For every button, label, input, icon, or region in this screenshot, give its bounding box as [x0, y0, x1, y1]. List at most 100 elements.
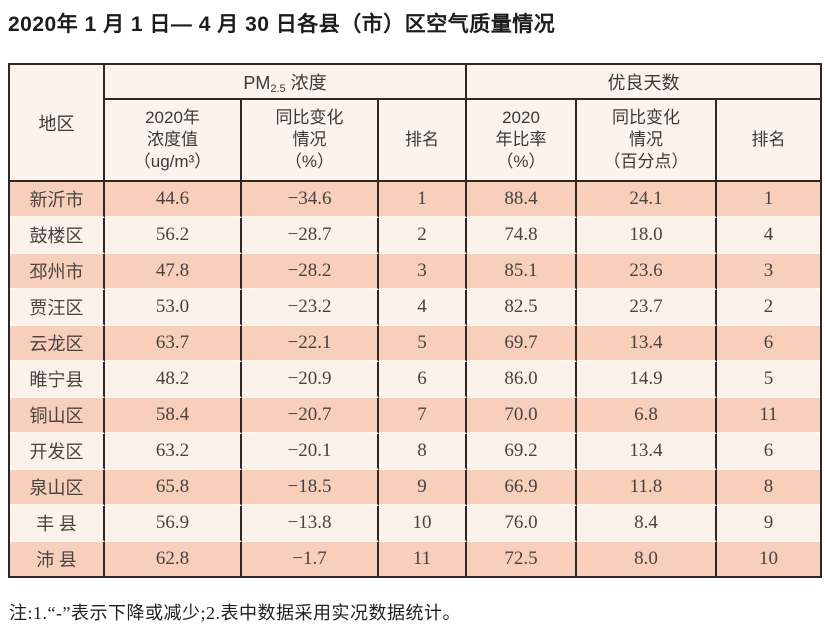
cell-pm-rank: 6	[379, 362, 467, 398]
footnote: 注:1.“-”表示下降或减少;2.表中数据采用实况数据统计。	[9, 603, 461, 623]
cell-region: 鼓楼区	[10, 218, 105, 254]
page-title: 2020年 1 月 1 日— 4 月 30 日各县（市）区空气质量情况	[8, 13, 556, 36]
cell-pm-change: −20.1	[242, 434, 379, 470]
cell-good-change: 14.9	[577, 362, 717, 398]
table-row: 铜山区 58.4 −20.7 7 70.0 6.8 11	[10, 398, 820, 434]
cell-good-ratio: 69.7	[467, 326, 577, 362]
cell-pm-rank: 8	[379, 434, 467, 470]
cell-good-change: 23.6	[577, 254, 717, 290]
cell-good-change: 13.4	[577, 326, 717, 362]
cell-pm-value: 47.8	[105, 254, 242, 290]
cell-good-rank: 3	[717, 254, 820, 290]
header-sub-row: 2020年 浓度值 （ug/m³） 同比变化 情况 （%） 排名 2020 年比…	[10, 100, 820, 182]
cell-good-change: 11.8	[577, 470, 717, 506]
table-header: 地区 PM2.5 浓度 优良天数 2020年 浓度值 （ug/m³） 同比变化 …	[10, 65, 820, 182]
cell-good-change: 13.4	[577, 434, 717, 470]
cell-good-ratio: 72.5	[467, 542, 577, 576]
cell-region: 云龙区	[10, 326, 105, 362]
cell-pm-change: −13.8	[242, 506, 379, 542]
cell-pm-change: −28.7	[242, 218, 379, 254]
cell-pm-rank: 11	[379, 542, 467, 576]
cell-pm-value: 44.6	[105, 182, 242, 218]
cell-good-rank: 6	[717, 434, 820, 470]
pm25-subscript: 2.5	[270, 82, 286, 95]
col-header-good-rank: 排名	[717, 100, 820, 182]
cell-pm-value: 63.2	[105, 434, 242, 470]
cell-pm-change: −28.2	[242, 254, 379, 290]
cell-region: 泉山区	[10, 470, 105, 506]
cell-good-change: 24.1	[577, 182, 717, 218]
table-row: 丰 县 56.9 −13.8 10 76.0 8.4 9	[10, 506, 820, 542]
cell-good-rank: 10	[717, 542, 820, 576]
cell-pm-value: 56.9	[105, 506, 242, 542]
cell-region: 丰 县	[10, 506, 105, 542]
cell-good-change: 8.0	[577, 542, 717, 576]
cell-pm-rank: 1	[379, 182, 467, 218]
cell-pm-value: 56.2	[105, 218, 242, 254]
col-header-pm-rank: 排名	[379, 100, 467, 182]
cell-pm-value: 48.2	[105, 362, 242, 398]
cell-good-ratio: 86.0	[467, 362, 577, 398]
cell-good-rank: 1	[717, 182, 820, 218]
col-header-good-ratio: 2020 年比率 （%）	[467, 100, 577, 182]
table-row: 睢宁县 48.2 −20.9 6 86.0 14.9 5	[10, 362, 820, 398]
pm25-label-suffix: 浓度	[285, 72, 327, 93]
cell-pm-value: 58.4	[105, 398, 242, 434]
col-group-pm25: PM2.5 浓度	[105, 65, 467, 100]
cell-pm-change: −1.7	[242, 542, 379, 576]
col-header-region: 地区	[10, 65, 105, 182]
cell-pm-rank: 10	[379, 506, 467, 542]
cell-region: 邳州市	[10, 254, 105, 290]
cell-good-ratio: 88.4	[467, 182, 577, 218]
header-group-row: 地区 PM2.5 浓度 优良天数	[10, 65, 820, 182]
air-quality-table: 地区 PM2.5 浓度 优良天数 2020年 浓度值 （ug/m³） 同比变化 …	[8, 63, 822, 578]
cell-pm-rank: 2	[379, 218, 467, 254]
cell-pm-value: 53.0	[105, 290, 242, 326]
cell-good-rank: 9	[717, 506, 820, 542]
cell-pm-change: −18.5	[242, 470, 379, 506]
col-header-pm-change: 同比变化 情况 （%）	[242, 100, 379, 182]
cell-pm-rank: 7	[379, 398, 467, 434]
cell-good-ratio: 76.0	[467, 506, 577, 542]
cell-region: 沛 县	[10, 542, 105, 576]
table-body: 新沂市 44.6 −34.6 1 88.4 24.1 1 鼓楼区 56.2 −28.7 2 74.8 1…	[10, 182, 820, 576]
cell-pm-value: 62.8	[105, 542, 242, 576]
cell-good-rank: 5	[717, 362, 820, 398]
cell-pm-change: −22.1	[242, 326, 379, 362]
cell-good-ratio: 85.1	[467, 254, 577, 290]
table-row: 新沂市 44.6 −34.6 1 88.4 24.1 1	[10, 182, 820, 218]
cell-pm-value: 65.8	[105, 470, 242, 506]
cell-good-rank: 8	[717, 470, 820, 506]
cell-good-change: 18.0	[577, 218, 717, 254]
cell-good-ratio: 69.2	[467, 434, 577, 470]
table-row: 贾汪区 53.0 −23.2 4 82.5 23.7 2	[10, 290, 820, 326]
cell-pm-change: −34.6	[242, 182, 379, 218]
cell-good-change: 23.7	[577, 290, 717, 326]
cell-good-rank: 4	[717, 218, 820, 254]
cell-pm-rank: 5	[379, 326, 467, 362]
cell-good-ratio: 82.5	[467, 290, 577, 326]
cell-region: 开发区	[10, 434, 105, 470]
col-group-good-days: 优良天数	[467, 65, 820, 100]
cell-region: 贾汪区	[10, 290, 105, 326]
cell-region: 新沂市	[10, 182, 105, 218]
cell-good-rank: 2	[717, 290, 820, 326]
cell-region: 铜山区	[10, 398, 105, 434]
cell-good-ratio: 74.8	[467, 218, 577, 254]
cell-good-change: 8.4	[577, 506, 717, 542]
cell-pm-change: −23.2	[242, 290, 379, 326]
table-row: 鼓楼区 56.2 −28.7 2 74.8 18.0 4	[10, 218, 820, 254]
cell-region: 睢宁县	[10, 362, 105, 398]
col-header-good-change: 同比变化 情况 （百分点）	[577, 100, 717, 182]
cell-good-ratio: 66.9	[467, 470, 577, 506]
table-row: 沛 县 62.8 −1.7 11 72.5 8.0 10	[10, 542, 820, 576]
cell-good-rank: 6	[717, 326, 820, 362]
cell-good-rank: 11	[717, 398, 820, 434]
cell-pm-change: −20.9	[242, 362, 379, 398]
cell-good-change: 6.8	[577, 398, 717, 434]
table-row: 邳州市 47.8 −28.2 3 85.1 23.6 3	[10, 254, 820, 290]
cell-pm-rank: 9	[379, 470, 467, 506]
table-row: 开发区 63.2 −20.1 8 69.2 13.4 6	[10, 434, 820, 470]
cell-pm-value: 63.7	[105, 326, 242, 362]
